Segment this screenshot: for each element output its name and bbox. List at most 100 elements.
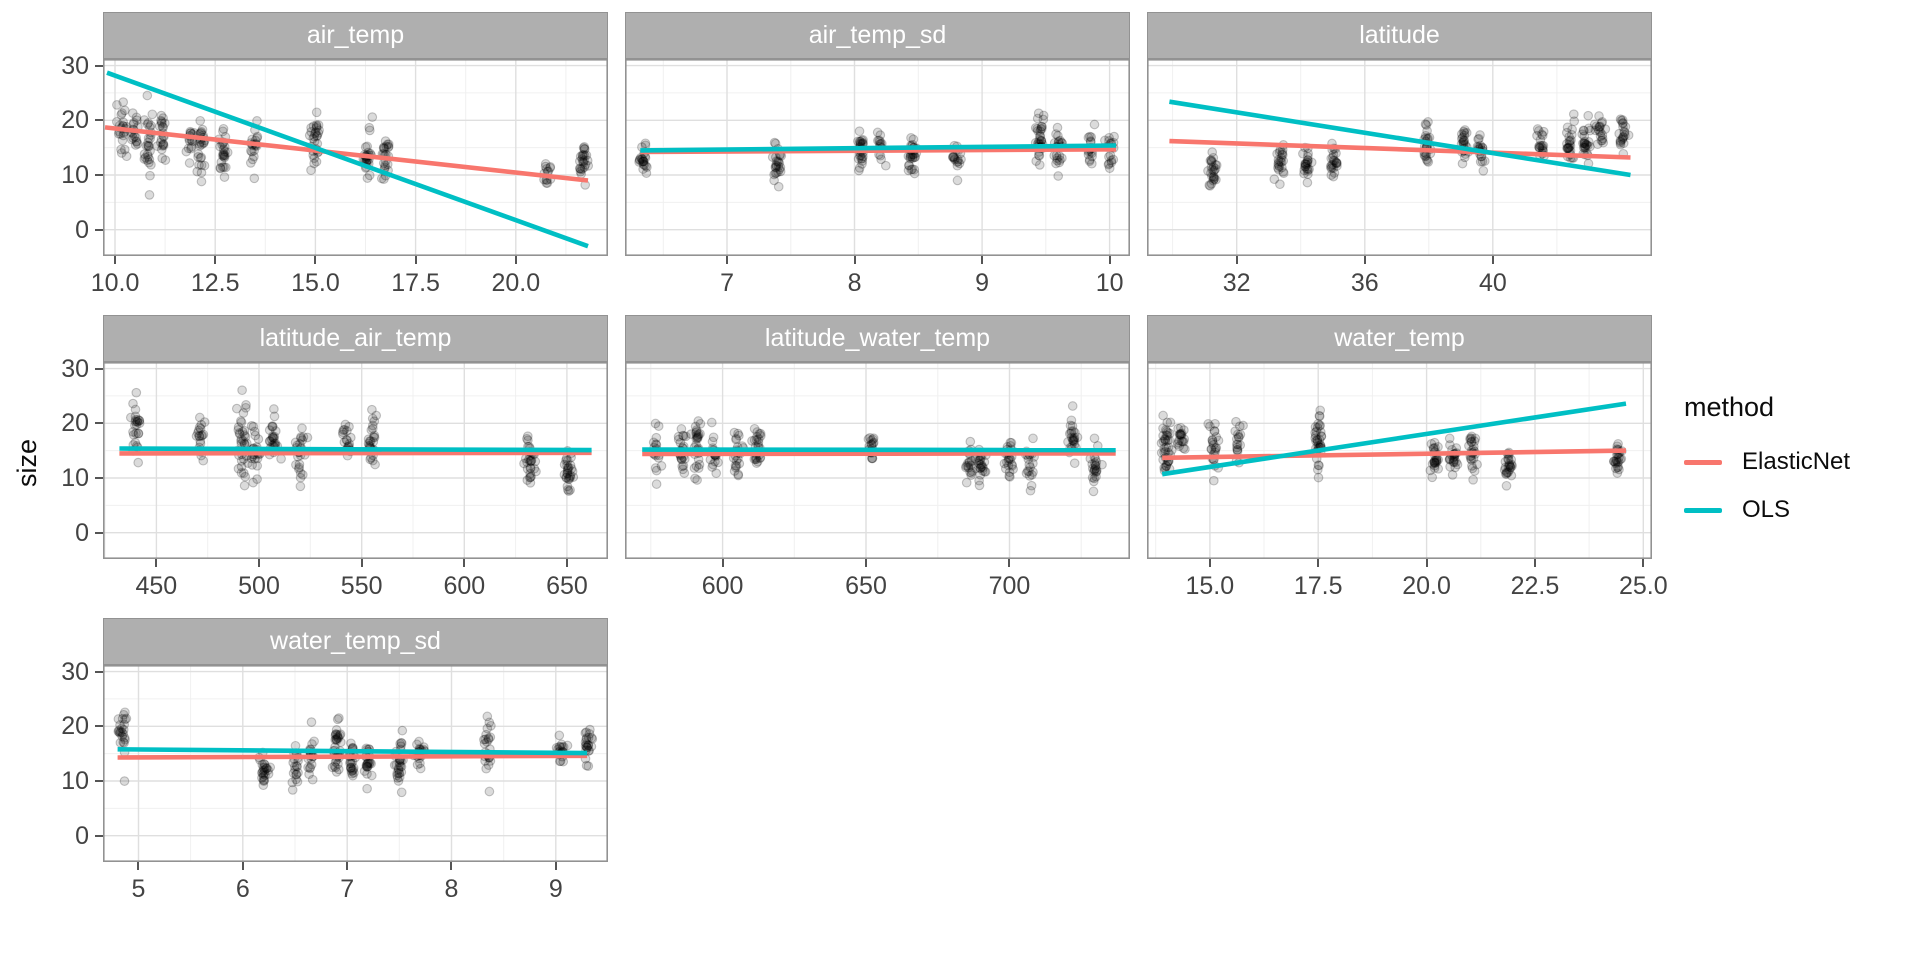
x-tick-label: 700 — [988, 572, 1031, 600]
facet-panel-latitude_air_temp: latitude_air_temp 450 500 550 600 650 0 10 20 30 — [61, 315, 608, 615]
y-tick-label: 10 — [61, 161, 89, 189]
regression-lines — [642, 447, 1116, 457]
y-tick-mark — [95, 367, 103, 370]
x-tick-mark — [853, 256, 856, 264]
trend-line-ols — [1169, 99, 1631, 178]
regression-lines — [640, 143, 1117, 155]
x-tick-mark — [241, 862, 244, 870]
x-tick-label: 12.5 — [190, 269, 240, 297]
x-tick-label: 40 — [1478, 269, 1507, 297]
y-tick-mark — [95, 780, 103, 782]
x-tick-mark — [450, 862, 453, 870]
x-tick-label: 10.0 — [90, 269, 140, 297]
panel-background — [103, 362, 608, 559]
panel-background — [103, 665, 608, 862]
facet-strip: latitude — [1147, 12, 1652, 59]
panel-border — [103, 59, 608, 256]
gridlines — [625, 59, 1130, 256]
x-tick-label: 6 — [235, 875, 250, 903]
x-tick-label: 9 — [975, 269, 990, 297]
x-tick-label: 25.0 — [1618, 572, 1668, 600]
gridlines — [1147, 59, 1652, 256]
y-tick-label: 20 — [61, 409, 89, 438]
facet-strip-label: air_temp_sd — [808, 21, 947, 49]
y-tick-mark — [95, 725, 103, 728]
trend-line-ols — [106, 70, 589, 249]
y-tick-mark — [95, 228, 103, 231]
x-tick-label: 32 — [1222, 269, 1251, 297]
regression-lines — [1161, 401, 1627, 477]
x-tick-mark — [1425, 559, 1428, 567]
facet-strip-label: latitude_water_temp — [764, 324, 991, 352]
x-tick-mark — [463, 559, 466, 567]
trend-line-elasticnet — [117, 753, 588, 760]
trend-line-ols — [119, 446, 592, 453]
facet-plot-area — [103, 362, 608, 559]
y-tick-mark — [95, 670, 103, 673]
x-tick-label: 10 — [1095, 269, 1124, 297]
legend-entries: ElasticNet OLS — [1684, 445, 1850, 527]
y-tick-mark — [95, 119, 103, 122]
facet-panel-water_temp_sd: water_temp_sd 5 6 7 8 9 0 10 20 30 — [61, 618, 608, 918]
x-tick-mark — [314, 256, 317, 264]
x-tick-label: 450 — [135, 572, 178, 600]
x-tick-label: 7 — [720, 269, 734, 297]
y-tick-label: 30 — [61, 657, 89, 686]
x-tick-mark — [554, 862, 557, 870]
x-tick-mark — [1491, 256, 1494, 264]
facet-panel-latitude_water_temp: latitude_water_temp 600 650 700 — [625, 315, 1130, 615]
facet-strip: latitude_water_temp — [625, 315, 1130, 362]
legend-title: method — [1684, 392, 1775, 422]
x-tick-label: 600 — [443, 572, 486, 600]
x-tick-mark — [1363, 256, 1366, 264]
trend-line-elasticnet — [104, 125, 589, 183]
panel-border — [1147, 362, 1652, 559]
facet-strip-label: latitude — [1359, 21, 1440, 49]
x-tick-mark — [514, 256, 517, 264]
x-tick-mark — [214, 256, 217, 264]
x-tick-mark — [981, 256, 984, 264]
gridlines — [625, 362, 1130, 559]
facet-plot-area — [625, 362, 1130, 559]
trend-line-ols — [1161, 401, 1627, 477]
facet-strip-label: water_temp — [1334, 324, 1465, 352]
facet-strip: latitude_air_temp — [103, 315, 608, 362]
x-tick-mark — [137, 862, 140, 870]
x-tick-label: 8 — [444, 875, 459, 903]
trend-line-ols — [642, 447, 1116, 453]
x-tick-label: 7 — [340, 875, 355, 903]
x-tick-label: 650 — [546, 572, 588, 600]
y-tick-mark — [95, 834, 103, 837]
facet-plot-area — [1147, 59, 1652, 256]
x-tick-mark — [155, 559, 158, 567]
y-tick-mark — [95, 477, 103, 479]
x-tick-mark — [721, 559, 724, 567]
y-tick-mark — [95, 64, 103, 67]
facet-panel-latitude: latitude 32 36 40 — [1147, 12, 1652, 312]
y-tick-label: 10 — [61, 464, 89, 492]
facet-panel-water_temp: water_temp 15.0 17.5 20.0 22.5 25.0 — [1147, 315, 1668, 615]
facet-plot-area — [625, 59, 1130, 256]
x-tick-label: 500 — [238, 572, 280, 600]
scatter-points — [1203, 109, 1634, 191]
facet-strip-label: water_temp_sd — [270, 627, 441, 655]
trend-line-elasticnet — [1169, 138, 1631, 160]
y-tick-mark — [95, 174, 103, 176]
x-tick-mark — [1008, 559, 1011, 567]
x-tick-label: 9 — [548, 875, 563, 903]
y-tick-label: 30 — [61, 354, 89, 383]
regression-lines — [1169, 99, 1631, 178]
x-tick-mark — [1317, 559, 1320, 567]
trend-line-ols — [640, 143, 1117, 153]
x-tick-label: 15.0 — [1185, 572, 1235, 600]
facet-strip: water_temp_sd — [103, 618, 608, 665]
x-tick-label: 36 — [1350, 269, 1379, 297]
panel-border — [625, 362, 1130, 559]
x-tick-label: 8 — [847, 269, 862, 297]
x-tick-label: 17.5 — [391, 269, 440, 297]
y-tick-label: 30 — [61, 51, 89, 80]
x-tick-mark — [258, 559, 261, 567]
panel-background — [625, 362, 1130, 559]
legend-entry-elasticnet: ElasticNet — [1684, 445, 1850, 479]
